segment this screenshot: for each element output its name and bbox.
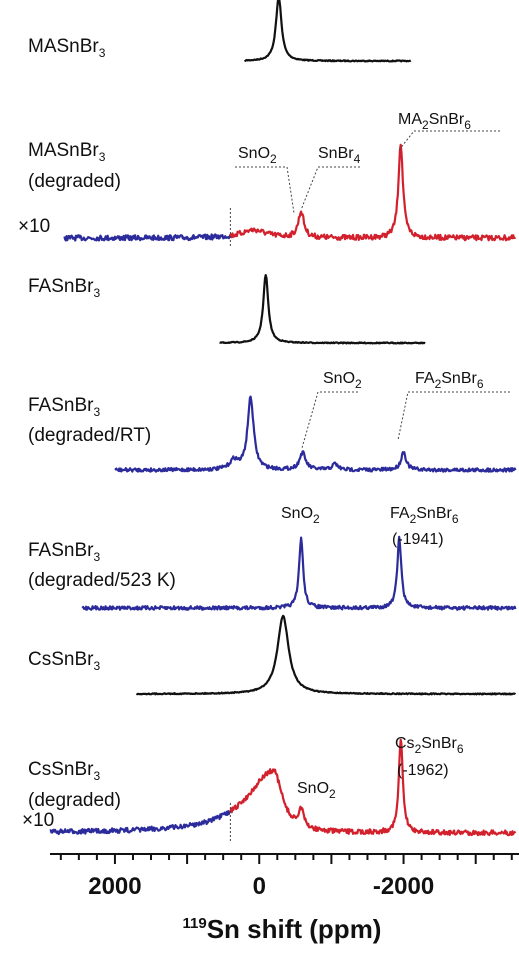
- peak-shift-value-7-2: (-1962): [397, 762, 449, 779]
- sample-label-7: CsSnBr3: [28, 759, 100, 783]
- spectrum-5: [81, 535, 517, 611]
- peak-label-7-1: SnO2: [297, 780, 336, 801]
- spectrum-1-trace-black: [243, 0, 412, 63]
- spectrum-4-trace-blue: [114, 395, 517, 473]
- spectrum-2: [63, 143, 517, 248]
- spectrum-5-trace-blue: [81, 535, 517, 611]
- peak-annotations: SnO2 SnBr4 MA2SnBr6 SnO2 FA2SnBr6 SnO2 FA2SnBr…: [235, 111, 510, 801]
- x-axis: 2000 0 -2000 119Sn shift (ppm): [50, 853, 519, 944]
- peak-label-7-2: Cs2SnBr6: [395, 735, 464, 756]
- x-tick-label-1: 2000: [88, 873, 141, 900]
- spectrum-6-trace-black: [135, 614, 517, 696]
- spectrum-1: [243, 0, 412, 63]
- sample-label-condition-4: (degraded/RT): [28, 425, 151, 446]
- peak-leader-2-2: [300, 166, 360, 211]
- spectra-traces: [49, 0, 517, 843]
- sample-label-condition-2: (degraded): [28, 171, 121, 192]
- sample-label-1: MASnBr3: [28, 36, 106, 60]
- peak-leader-2-1: [235, 166, 295, 214]
- peak-label-2-3: MA2SnBr6: [398, 111, 471, 132]
- spectrum-2-trace-red: [229, 143, 517, 242]
- peak-label-4-2: FA2SnBr6: [415, 370, 484, 391]
- x-tick-label-3: -2000: [373, 873, 434, 900]
- sample-label-condition-7: (degraded): [28, 790, 121, 811]
- peak-label-5-1: SnO2: [281, 505, 320, 526]
- sample-label-condition-5: (degraded/523 K): [28, 570, 176, 591]
- peak-leader-2-3: [398, 130, 500, 151]
- spectrum-7-trace-red: [229, 738, 517, 837]
- spectrum-4: [114, 395, 517, 473]
- peak-label-2-1: SnO2: [238, 145, 277, 166]
- peak-leader-4-2: [397, 391, 510, 441]
- spectrum-7: [49, 738, 517, 843]
- sample-labels: MASnBr3MASnBr3(degraded)×10FASnBr3FASnBr…: [18, 36, 176, 831]
- spectrum-3: [219, 274, 426, 345]
- peak-shift-value-5-2: (-1941): [392, 531, 444, 548]
- x-axis-title: 119Sn shift (ppm): [183, 914, 382, 944]
- spectrum-6: [135, 614, 517, 696]
- sample-label-4: FASnBr3: [28, 395, 100, 419]
- peak-label-2-2: SnBr4: [318, 145, 361, 166]
- peak-label-4-1: SnO2: [323, 370, 362, 391]
- sample-label-5: FASnBr3: [28, 540, 100, 564]
- sample-label-3: FASnBr3: [28, 276, 100, 300]
- spectrum-3-trace-black: [219, 274, 426, 345]
- scale-factor-label-7: ×10: [22, 810, 54, 831]
- sample-label-6: CsSnBr3: [28, 649, 100, 673]
- spectrum-2-trace-blue: [63, 233, 232, 242]
- x-tick-label-2: 0: [253, 873, 266, 900]
- sample-label-2: MASnBr3: [28, 140, 106, 164]
- scale-factor-label-2: ×10: [18, 216, 50, 237]
- peak-label-5-2: FA2SnBr6: [390, 505, 459, 526]
- spectrum-7-trace-blue: [49, 810, 232, 836]
- peak-leader-4-1: [301, 391, 358, 449]
